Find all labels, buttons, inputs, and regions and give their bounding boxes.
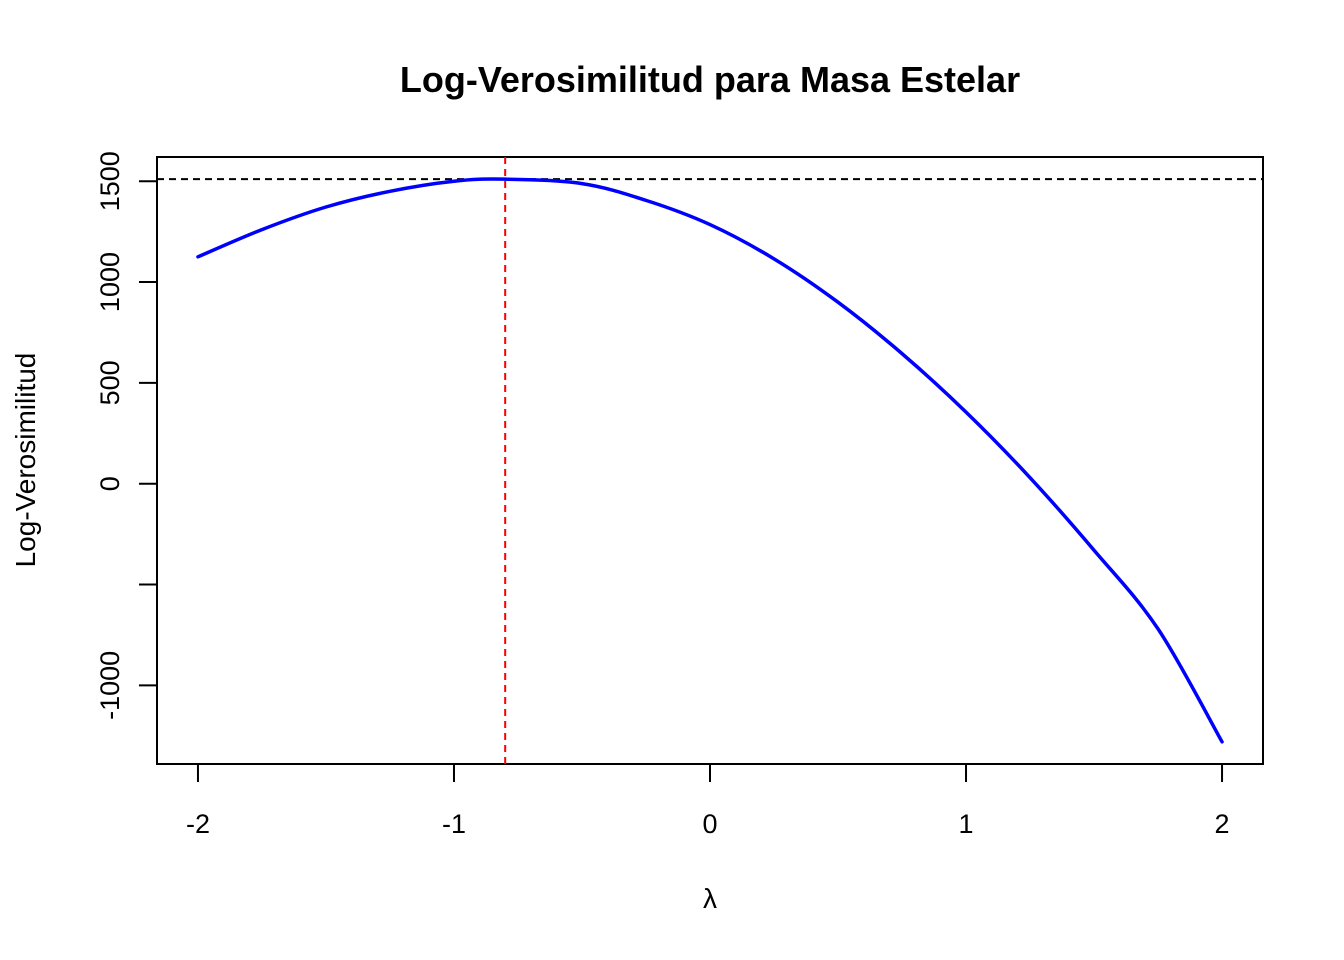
x-tick-label: -2 bbox=[186, 809, 210, 839]
y-tick-label: 0 bbox=[95, 476, 125, 491]
x-axis: -2 -1 0 1 2 bbox=[186, 764, 1230, 839]
plot-area-frame bbox=[156, 156, 1264, 765]
y-axis-label: Log-Verosimilitud bbox=[10, 353, 41, 568]
chart-title: Log-Verosimilitud para Masa Estelar bbox=[400, 59, 1020, 100]
x-axis-label: λ bbox=[703, 883, 717, 914]
reference-lines bbox=[157, 157, 1263, 764]
x-tick-label: 0 bbox=[702, 809, 717, 839]
y-tick-label: 1000 bbox=[95, 252, 125, 312]
y-axis: -1000 0 500 1000 1500 bbox=[95, 151, 157, 720]
y-tick-label: -1000 bbox=[95, 651, 125, 720]
x-tick-label: -1 bbox=[442, 809, 466, 839]
series-line bbox=[196, 177, 1224, 744]
y-tick-label: 1500 bbox=[95, 151, 125, 211]
series-layer bbox=[196, 177, 1224, 744]
x-tick-label: 1 bbox=[959, 809, 974, 839]
y-tick-label: 500 bbox=[95, 360, 125, 405]
x-tick-label: 2 bbox=[1215, 809, 1230, 839]
